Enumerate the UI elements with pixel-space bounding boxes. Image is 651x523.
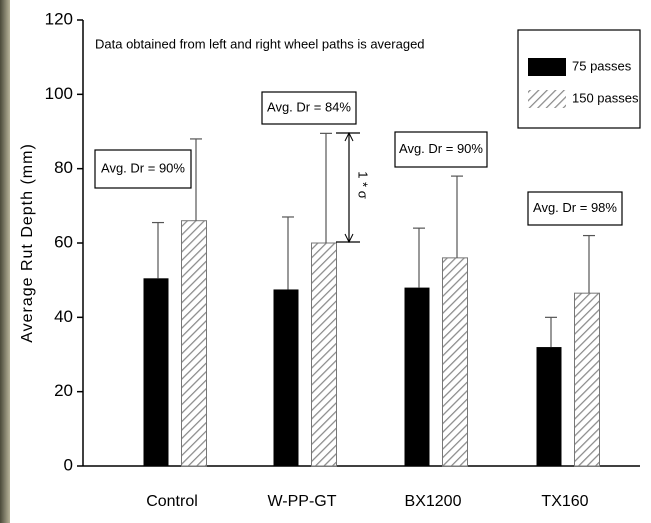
legend-label: 75 passes <box>572 58 632 73</box>
y-tick-label: 0 <box>64 455 73 474</box>
annotation: Avg. Dr = 90% <box>101 160 185 175</box>
chart: Average Rut Depth (mm) Data obtained fro… <box>0 0 651 523</box>
sigma-label: 1 * σ <box>356 171 371 199</box>
y-tick-label: 80 <box>54 158 73 177</box>
x-tick-label: BX1200 <box>405 493 462 510</box>
y-tick-label: 100 <box>45 84 73 103</box>
bar <box>405 288 430 466</box>
photo-edge <box>0 0 10 523</box>
legend-label: 150 passes <box>572 90 639 105</box>
y-tick-label: 120 <box>45 9 73 28</box>
annotation: Avg. Dr = 84% <box>267 99 351 114</box>
y-tick-label: 60 <box>54 232 73 251</box>
bar <box>443 258 468 466</box>
bar <box>182 221 207 466</box>
x-tick-label: W-PP-GT <box>267 493 336 510</box>
legend-swatch <box>528 90 566 108</box>
bar <box>312 243 337 466</box>
bar <box>537 347 562 466</box>
bar <box>144 278 169 466</box>
legend-swatch <box>528 58 566 76</box>
note: Data obtained from left and right wheel … <box>95 36 425 51</box>
bar <box>274 289 299 466</box>
y-tick-label: 20 <box>54 381 73 400</box>
legend-box <box>518 30 640 128</box>
annotation: Avg. Dr = 90% <box>399 141 483 156</box>
y-axis-label: Average Rut Depth (mm) <box>19 143 36 343</box>
annotation: Avg. Dr = 98% <box>533 200 617 215</box>
x-tick-label: TX160 <box>541 493 588 510</box>
x-tick-label: Control <box>146 493 198 510</box>
y-tick-label: 40 <box>54 307 73 326</box>
bar <box>575 293 600 466</box>
